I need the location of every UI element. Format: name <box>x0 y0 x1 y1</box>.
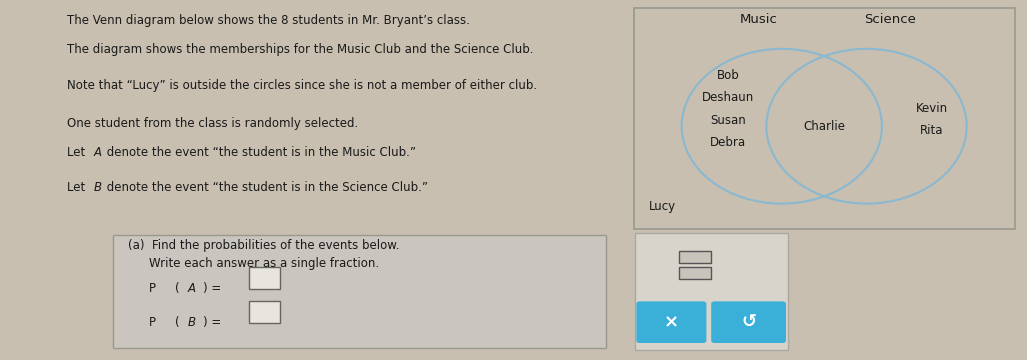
Text: (a)  Find the probabilities of the events below.: (a) Find the probabilities of the events… <box>128 239 400 252</box>
Text: Bob: Bob <box>717 69 739 82</box>
Text: A: A <box>93 145 102 159</box>
Bar <box>680 267 711 279</box>
Text: Susan: Susan <box>710 114 746 127</box>
Text: ×: × <box>663 313 679 331</box>
Text: One student from the class is randomly selected.: One student from the class is randomly s… <box>67 117 358 130</box>
Text: (: ( <box>175 282 180 295</box>
Text: denote the event “the student is in the Science Club.”: denote the event “the student is in the … <box>103 181 428 194</box>
Text: The diagram shows the memberships for the Music Club and the Science Club.: The diagram shows the memberships for th… <box>67 43 533 56</box>
Bar <box>249 267 279 289</box>
Text: ) =: ) = <box>202 316 221 329</box>
Text: P: P <box>149 282 156 295</box>
Text: Charlie: Charlie <box>803 120 845 133</box>
Text: B: B <box>188 316 195 329</box>
Text: Write each answer as a single fraction.: Write each answer as a single fraction. <box>149 257 379 270</box>
Text: Kevin: Kevin <box>916 102 948 115</box>
Bar <box>249 301 279 323</box>
Text: Deshaun: Deshaun <box>701 91 754 104</box>
Bar <box>680 251 711 264</box>
Text: Music: Music <box>739 13 777 26</box>
Text: Rita: Rita <box>920 124 944 137</box>
Text: Let: Let <box>67 145 88 159</box>
FancyBboxPatch shape <box>637 301 707 343</box>
Text: (: ( <box>175 316 180 329</box>
Text: Science: Science <box>864 13 916 26</box>
Bar <box>634 8 1015 229</box>
Text: P: P <box>149 316 156 329</box>
Text: The Venn diagram below shows the 8 students in Mr. Bryant’s class.: The Venn diagram below shows the 8 stude… <box>67 14 469 27</box>
Text: denote the event “the student is in the Music Club.”: denote the event “the student is in the … <box>103 145 416 159</box>
Text: A: A <box>188 282 195 295</box>
Text: Note that “Lucy” is outside the circles since she is not a member of either club: Note that “Lucy” is outside the circles … <box>67 78 537 92</box>
Text: ↺: ↺ <box>741 313 756 331</box>
Text: Let: Let <box>67 181 88 194</box>
FancyBboxPatch shape <box>711 301 786 343</box>
Text: ) =: ) = <box>202 282 221 295</box>
Text: Debra: Debra <box>710 136 746 149</box>
Text: B: B <box>93 181 102 194</box>
Text: Lucy: Lucy <box>649 200 676 213</box>
